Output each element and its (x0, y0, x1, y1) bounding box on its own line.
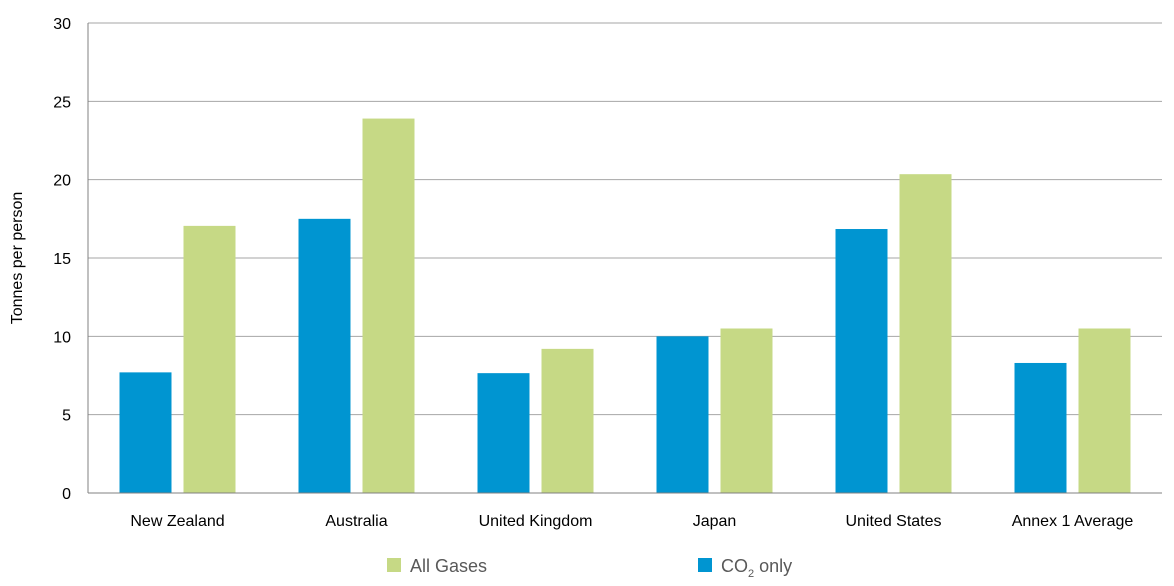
legend-swatch-co2 (698, 558, 712, 572)
bar (720, 328, 773, 493)
legend-label-co2: CO2 only (721, 556, 792, 580)
x-tick-label: Australia (325, 513, 387, 530)
legend-swatch-all-gases (387, 558, 401, 572)
y-tick-label: 0 (62, 486, 71, 503)
x-tick-labels: New Zealand Australia United Kingdom Japan U… (130, 513, 1133, 530)
gridlines (88, 22, 1162, 416)
y-axis-label: Tonnes per person (9, 192, 26, 325)
bar (899, 174, 952, 493)
x-tick-label: New Zealand (130, 513, 224, 530)
bar (541, 348, 594, 493)
y-tick-label: 5 (62, 408, 71, 425)
bar (656, 336, 709, 493)
y-tick-label: 30 (53, 16, 71, 33)
bar (119, 372, 172, 493)
y-tick-label: 25 (53, 94, 71, 111)
bar (183, 225, 236, 493)
y-tick-label: 20 (53, 173, 71, 190)
bar (1078, 328, 1131, 493)
x-tick-label: United States (845, 513, 941, 530)
bar (835, 229, 888, 493)
bar (477, 373, 530, 493)
y-tick-labels: 0 5 10 15 20 25 30 (53, 16, 71, 503)
bar (362, 118, 415, 494)
legend-label-all-gases: All Gases (410, 556, 487, 576)
bar (298, 218, 351, 494)
bars (119, 118, 1131, 494)
x-tick-label: Japan (693, 513, 737, 530)
y-tick-label: 10 (53, 329, 71, 346)
legend: All Gases CO2 only (387, 556, 792, 580)
x-tick-label: Annex 1 Average (1012, 513, 1134, 530)
y-tick-label: 15 (53, 251, 71, 268)
bar (1014, 362, 1067, 493)
x-tick-label: United Kingdom (479, 513, 593, 530)
axes (87, 23, 1162, 494)
